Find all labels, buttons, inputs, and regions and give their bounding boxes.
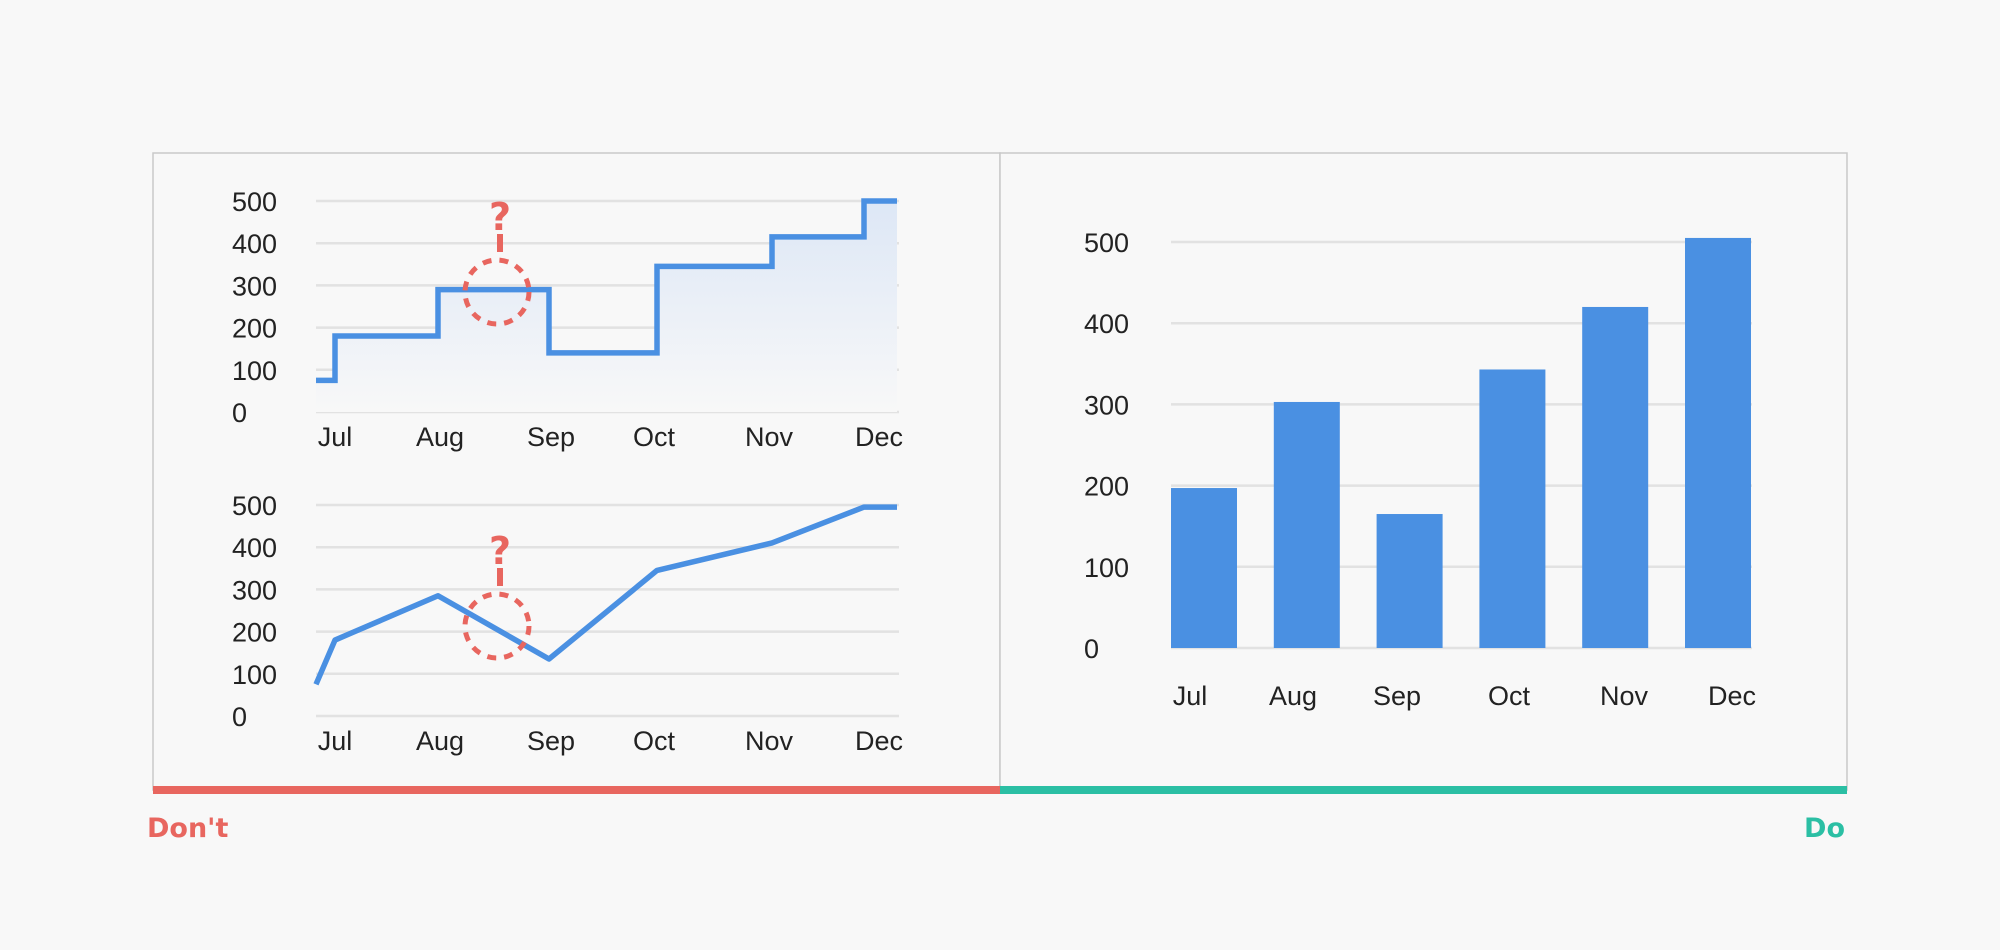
question-circle bbox=[462, 257, 532, 327]
x-tick-label: Nov bbox=[1600, 681, 1649, 711]
y-tick-label: 300 bbox=[1084, 390, 1129, 420]
bar-oct bbox=[1479, 369, 1546, 648]
x-tick-label: Sep bbox=[527, 726, 575, 756]
y-tick-label: 400 bbox=[1084, 309, 1129, 339]
x-tick-label: Dec bbox=[855, 726, 903, 756]
y-tick-label: 100 bbox=[232, 660, 277, 690]
x-tick-label: Aug bbox=[1269, 681, 1317, 711]
question-circle bbox=[462, 591, 532, 661]
bar-dec bbox=[1685, 237, 1751, 648]
y-tick-label: 0 bbox=[1084, 634, 1099, 664]
y-tick-label: 300 bbox=[232, 271, 277, 301]
question-mark-icon: ? bbox=[489, 195, 511, 239]
y-tick-label: 200 bbox=[232, 618, 277, 648]
bar-aug bbox=[1273, 401, 1340, 648]
step-series-line bbox=[316, 198, 897, 384]
x-tick-label: Nov bbox=[745, 422, 794, 452]
question-mark-icon: ? bbox=[489, 529, 511, 573]
y-tick-label: 0 bbox=[232, 702, 247, 732]
do-indicator-bar bbox=[1000, 786, 1847, 794]
x-tick-label: Dec bbox=[855, 422, 903, 452]
y-tick-label: 500 bbox=[232, 491, 277, 521]
y-tick-label: 0 bbox=[232, 398, 247, 428]
x-tick-label: Oct bbox=[1488, 681, 1531, 711]
x-tick-label: Dec bbox=[1708, 681, 1756, 711]
y-tick-label: 300 bbox=[232, 575, 277, 605]
x-tick-label: Sep bbox=[527, 422, 575, 452]
dont-indicator-bar bbox=[153, 786, 1000, 794]
x-tick-label: Jul bbox=[318, 422, 353, 452]
y-tick-label: 500 bbox=[232, 187, 277, 217]
step-area bbox=[316, 201, 897, 412]
y-tick-label: 200 bbox=[232, 314, 277, 344]
x-tick-label: Aug bbox=[416, 422, 464, 452]
bar-chart: 0 100 200 300 400 500 Jul Aug Sep Oct Nov Dec bbox=[1084, 228, 1756, 711]
line-chart: 0 100 200 300 400 500 Jul Aug Sep Oct Nov Dec? bbox=[232, 491, 903, 756]
y-tick-label: 100 bbox=[1084, 553, 1129, 583]
step-chart: 0 100 200 300 400 500 Jul Aug Sep Oct Nov Dec? bbox=[232, 187, 903, 452]
series-line bbox=[313, 504, 897, 686]
x-tick-label: Aug bbox=[416, 726, 464, 756]
x-tick-label: Nov bbox=[745, 726, 794, 756]
bar-sep bbox=[1376, 514, 1443, 648]
x-tick-label: Oct bbox=[633, 422, 676, 452]
bar-jul bbox=[1171, 488, 1237, 648]
y-tick-label: 500 bbox=[1084, 228, 1129, 258]
y-tick-label: 400 bbox=[232, 533, 277, 563]
x-tick-label: Oct bbox=[633, 726, 676, 756]
x-tick-label: Sep bbox=[1373, 681, 1421, 711]
bar-nov bbox=[1582, 306, 1649, 648]
do-label: Do bbox=[1804, 813, 1845, 844]
x-tick-label: Jul bbox=[1173, 681, 1208, 711]
dont-label: Don't bbox=[147, 813, 228, 844]
x-tick-label: Jul bbox=[318, 726, 353, 756]
y-tick-label: 100 bbox=[232, 356, 277, 386]
y-tick-label: 400 bbox=[232, 229, 277, 259]
y-tick-label: 200 bbox=[1084, 472, 1129, 502]
